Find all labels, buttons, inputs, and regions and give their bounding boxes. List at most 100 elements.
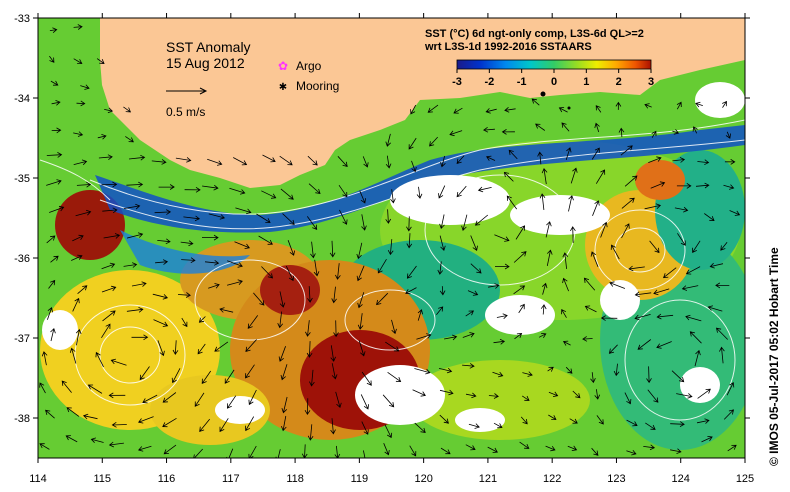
current-vector-arrow-icon <box>695 101 703 108</box>
current-vector-arrow-icon <box>158 184 175 190</box>
current-vector-arrow-icon <box>467 290 479 296</box>
current-vector-arrow-icon <box>234 241 251 249</box>
no-data-area <box>485 295 555 335</box>
x-tick-label: 114 <box>29 473 47 485</box>
current-vector-arrow-icon <box>75 328 82 346</box>
current-vector-arrow-icon <box>565 366 573 374</box>
current-vector-arrow-icon <box>689 331 702 344</box>
current-vector-arrow-icon <box>391 319 397 335</box>
current-vector-arrow-icon <box>709 262 724 269</box>
current-vector-arrow-icon <box>539 193 546 210</box>
current-vector-arrow-icon <box>71 254 83 261</box>
current-vector-arrow-icon <box>152 293 169 300</box>
current-vector-arrow-icon <box>522 371 533 377</box>
current-vector-arrow-icon <box>561 308 567 318</box>
current-vector-arrow-icon <box>193 448 203 458</box>
current-vector-arrow-icon <box>101 323 111 339</box>
current-vector-arrow-icon <box>279 155 293 166</box>
current-vector-arrow-icon <box>644 203 662 210</box>
current-vector-arrow-icon <box>692 126 698 134</box>
current-vector-arrow-icon <box>306 216 318 231</box>
current-vector-arrow-icon <box>729 210 741 216</box>
current-vector-arrow-icon <box>285 265 294 282</box>
current-vector-arrow-icon <box>261 266 274 279</box>
current-vector-arrow-icon <box>584 305 597 313</box>
current-vector-arrow-icon <box>647 389 659 403</box>
current-vector-arrow-icon <box>96 58 105 64</box>
colorbar-tick-label: -1 <box>517 76 527 88</box>
current-vector-arrow-icon <box>438 185 446 199</box>
current-vector-arrow-icon <box>245 364 255 379</box>
current-vector-arrow-icon <box>103 233 121 239</box>
colorbar-tick-label: 3 <box>648 76 654 88</box>
current-vector-arrow-icon <box>439 214 445 230</box>
current-vector-arrow-icon <box>427 104 439 113</box>
current-vector-arrow-icon <box>568 195 574 212</box>
current-vector-arrow-icon <box>697 159 710 166</box>
current-vector-arrow-icon <box>438 367 453 374</box>
current-vector-arrow-icon <box>608 344 618 354</box>
current-vector-arrow-icon <box>281 396 288 414</box>
current-vector-arrow-icon <box>674 206 689 213</box>
current-vector-arrow-icon <box>676 393 693 399</box>
current-vector-arrow-icon <box>356 265 365 282</box>
current-vector-arrow-icon <box>362 156 369 168</box>
current-vector-arrow-icon <box>649 240 660 254</box>
no-data-area <box>355 365 445 425</box>
current-vector-arrow-icon <box>492 371 504 378</box>
current-vector-arrow-icon <box>280 188 294 200</box>
current-vector-arrow-icon <box>172 340 179 355</box>
colorbar-gradient <box>456 59 652 70</box>
imos-credit: © IMOS 05-Jul-2017 05:02 Hobart Time <box>767 247 781 466</box>
current-vector-arrow-icon <box>46 235 56 244</box>
current-vector-arrow-icon <box>548 414 557 420</box>
no-data-area <box>42 310 78 350</box>
current-vector-arrow-icon <box>410 104 417 115</box>
current-vector-arrow-icon <box>405 287 417 295</box>
current-vector-arrow-icon <box>104 107 114 114</box>
current-vector-arrow-icon <box>504 106 516 113</box>
current-vector-arrow-icon <box>307 424 314 441</box>
x-tick-label: 124 <box>672 473 690 485</box>
current-vector-arrow-icon <box>65 435 78 443</box>
current-vector-arrow-icon <box>514 333 523 340</box>
x-tick-label: 118 <box>286 473 304 485</box>
map-date: 15 Aug 2012 <box>166 55 245 71</box>
current-vector-arrow-icon <box>487 446 498 453</box>
current-vector-arrow-icon <box>208 283 220 289</box>
y-tick-label: -36 <box>14 253 30 265</box>
current-vector-arrow-icon <box>73 159 88 166</box>
vector-scale-label: 0.5 m/s <box>166 105 205 119</box>
current-vector-arrow-icon <box>567 445 578 451</box>
current-vector-arrow-icon <box>123 262 138 268</box>
current-vector-arrow-icon <box>468 423 480 429</box>
current-vector-arrow-icon <box>485 108 497 114</box>
y-tick-label: -34 <box>14 93 30 105</box>
current-vector-arrow-icon <box>406 233 413 249</box>
current-vector-arrow-icon <box>439 286 446 296</box>
current-vector-arrow-icon <box>177 292 191 298</box>
current-vector-arrow-icon <box>131 281 147 287</box>
current-vector-arrow-icon <box>416 186 423 199</box>
current-vector-arrow-icon <box>181 257 196 264</box>
current-vector-arrow-icon <box>101 262 116 270</box>
current-vector-arrow-icon <box>258 235 273 245</box>
current-vector-arrow-icon <box>626 419 638 427</box>
current-vector-arrow-icon <box>87 384 103 394</box>
current-vector-arrow-icon <box>226 279 243 286</box>
current-vector-arrow-icon <box>41 351 48 366</box>
current-vector-arrow-icon <box>233 157 248 166</box>
current-vector-arrow-icon <box>462 363 475 369</box>
current-vector-arrow-icon <box>207 158 223 166</box>
current-vector-arrow-icon <box>590 372 596 384</box>
current-vector-arrow-icon <box>444 334 458 341</box>
current-vector-arrow-icon <box>97 134 107 140</box>
x-tick-label: 121 <box>479 473 497 485</box>
current-vector-arrow-icon <box>383 443 390 456</box>
current-vector-arrow-icon <box>330 418 336 435</box>
x-axis: 114 115 116 117 118 119 120 121 122 123 124 125 <box>29 13 754 485</box>
current-vector-arrow-icon <box>123 203 141 210</box>
current-vector-arrow-icon <box>545 445 556 452</box>
current-vector-arrow-icon <box>715 282 730 289</box>
current-vector-arrow-icon <box>670 421 685 427</box>
